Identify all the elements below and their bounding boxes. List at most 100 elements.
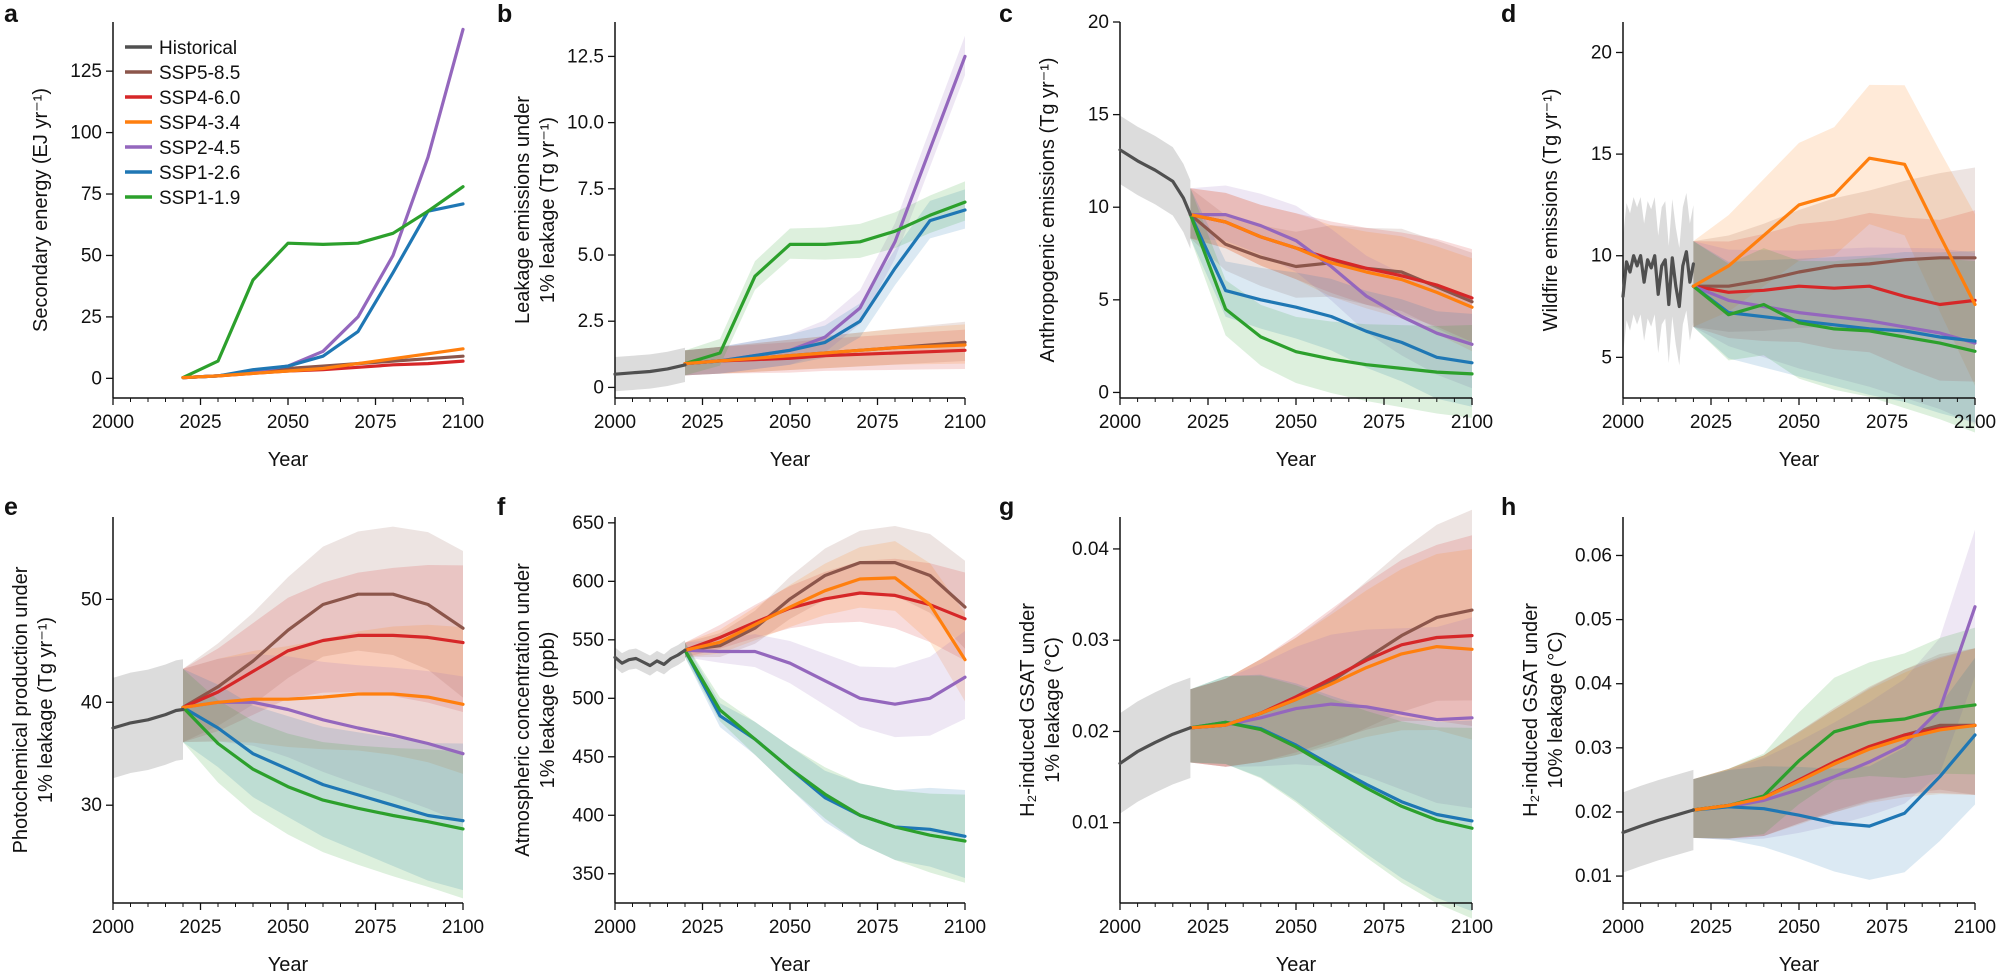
series-line-ssp1-2.6	[1691, 733, 1977, 828]
y-tick-label: 20	[1591, 42, 1612, 63]
x-axis-title: Year	[268, 449, 309, 471]
panel-letter-a: a	[4, 0, 19, 28]
band-ssp2-4.5	[183, 654, 463, 824]
series-lines	[1621, 156, 1977, 353]
y-tick-label: 30	[81, 795, 102, 816]
y-axis-title-line: H₂-induced GSAT under	[1017, 603, 1039, 817]
band-ssp4-6.0	[1190, 535, 1472, 767]
y-tick-label: 10	[1591, 246, 1612, 267]
series-line-ssp4-6.0	[1691, 284, 1977, 307]
panel-letter-h: h	[1501, 493, 1516, 521]
y-tick-label: 7.5	[578, 179, 604, 200]
y-axis-title: Leakage emissions under 1% leakage (Tg yr…	[512, 96, 559, 324]
x-axis-title: Year	[770, 449, 811, 471]
y-axis-title-line: Anthropogenic emissions (Tg yr⁻¹)	[1037, 57, 1059, 362]
y-tick-label: 450	[572, 747, 604, 768]
series-line-ssp4-3.4	[683, 343, 967, 366]
y-tick-label: 5	[1601, 347, 1612, 368]
y-tick-label: 0	[1098, 382, 1109, 403]
band-ssp2-4.5	[1693, 529, 1975, 840]
x-tick-label: 2050	[267, 412, 309, 433]
legend-label: SSP4-6.0	[159, 88, 240, 109]
y-tick-label: 0.02	[1072, 721, 1109, 742]
series-line-ssp5-8.5	[181, 592, 465, 709]
band-ssp4-6.0	[1693, 210, 1975, 382]
x-axis-title: Year	[1276, 449, 1317, 471]
x-tick-label: 2050	[769, 412, 811, 433]
series-line-ssp4-3.4	[1691, 723, 1977, 812]
band-ssp1-1.9	[1190, 675, 1472, 919]
x-tick-label: 2100	[944, 412, 986, 433]
x-tick-label: 2025	[1690, 412, 1732, 433]
y-axis-title: Anthropogenic emissions (Tg yr⁻¹)	[1037, 57, 1059, 362]
x-tick-label: 2075	[1866, 412, 1908, 433]
x-tick-label: 2050	[769, 917, 811, 938]
x-tick-label: 2050	[1275, 917, 1317, 938]
y-tick-label: 0	[593, 377, 604, 398]
series-lines	[181, 27, 465, 380]
y-axis-title: Wildfire emissions (Tg yr⁻¹)	[1540, 89, 1562, 332]
band-ssp5-8.5	[183, 526, 463, 743]
series-lines	[1118, 148, 1474, 376]
x-tick-label: 2075	[354, 412, 396, 433]
x-tick-label: 2075	[856, 412, 898, 433]
series-line-ssp1-2.6	[1188, 213, 1474, 365]
x-tick-label: 2100	[1954, 412, 1996, 433]
x-axis-title: Year	[770, 954, 811, 971]
series-line-ssp4-3.4	[1188, 645, 1474, 730]
panel-g: g 2000 2025 2050 2075 2100 0.01 0.02 0.03 0.04 Yea…	[999, 493, 1493, 971]
uncertainty-bands	[1623, 529, 1975, 880]
series-line-historical	[613, 648, 687, 668]
x-tick-label: 2025	[681, 917, 723, 938]
panel-a: a 2000 2025 2050 2075 2100 0 25 50 75 100 125 Year Se…	[4, 0, 484, 471]
series-line-ssp1-1.9	[1691, 284, 1977, 353]
series-lines	[613, 561, 967, 843]
x-tick-label: 2100	[1954, 917, 1996, 938]
x-tick-label: 2000	[1099, 917, 1141, 938]
series-line-ssp1-1.9	[1188, 213, 1474, 376]
y-tick-label: 600	[572, 571, 604, 592]
y-tick-label: 0.02	[1575, 802, 1612, 823]
x-tick-label: 2050	[267, 917, 309, 938]
y-tick-label: 50	[81, 245, 102, 266]
y-axis-title-line: 10% leakage (°C)	[1545, 632, 1567, 789]
x-axis-title: Year	[268, 954, 309, 971]
legend-label: SSP1-2.6	[159, 163, 240, 184]
band-ssp5-8.5	[1190, 509, 1472, 767]
series-line-historical	[1118, 148, 1192, 217]
band-ssp1-1.9	[685, 642, 965, 883]
y-tick-label: 10	[1088, 197, 1109, 218]
band-ssp2-4.5	[685, 630, 965, 738]
legend: Historical SSP5-8.5 SSP4-6.0 SSP4-3.4 SSP2-4…	[125, 38, 241, 209]
x-tick-label: 2100	[1451, 412, 1493, 433]
panel-letter-e: e	[4, 493, 18, 521]
x-tick-label: 2000	[594, 412, 636, 433]
series-line-ssp5-8.5	[1691, 256, 1977, 288]
y-tick-label: 0.01	[1575, 866, 1612, 887]
panel-f: f 2000 2025 2050 2075 2100 350 400 450 500 550 600 6…	[497, 493, 986, 971]
x-tick-label: 2075	[354, 917, 396, 938]
series-line-ssp5-8.5	[683, 561, 967, 652]
y-tick-label: 5	[1098, 290, 1109, 311]
y-tick-label: 0.06	[1575, 545, 1612, 566]
series-line-historical	[1118, 726, 1192, 765]
y-axis-title-line: Photochemical production under	[10, 566, 32, 853]
y-tick-label: 650	[572, 513, 604, 534]
y-tick-label: 75	[81, 184, 102, 205]
panel-letter-f: f	[497, 493, 506, 521]
band-ssp4-3.4	[685, 541, 965, 702]
band-ssp2-4.5	[1693, 241, 1975, 425]
series-line-historical	[1621, 808, 1695, 835]
series-lines	[613, 54, 967, 376]
x-tick-label: 2000	[92, 412, 134, 433]
y-tick-label: 10.0	[567, 113, 604, 134]
x-tick-label: 2000	[1602, 917, 1644, 938]
y-axis-title-line: 1% leakage (°C)	[1042, 637, 1064, 783]
series-lines	[111, 592, 465, 831]
series-line-ssp2-4.5	[1691, 284, 1977, 345]
y-tick-label: 25	[81, 307, 102, 328]
y-axis-title-line: Secondary energy (EJ yr⁻¹)	[30, 88, 52, 332]
y-axis-title: Atmospheric concentration under 1% leakag…	[512, 563, 559, 857]
series-line-ssp4-3.4	[1691, 156, 1977, 307]
y-tick-label: 0.04	[1072, 539, 1109, 560]
